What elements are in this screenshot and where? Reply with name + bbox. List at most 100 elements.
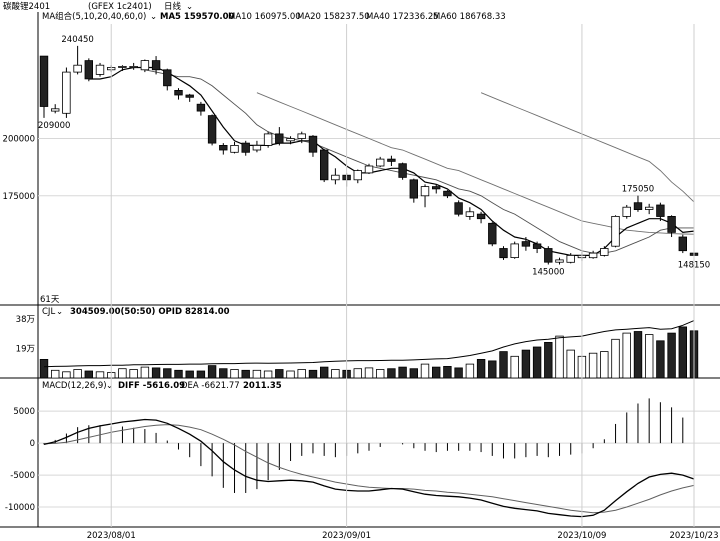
- x-tick-label: 2023/09/01: [322, 531, 371, 541]
- volume-bar: [678, 326, 687, 379]
- volume-bar: [308, 369, 318, 379]
- candle-body: [174, 90, 183, 96]
- price-y-axis-labels: 175000 200000: [3, 135, 35, 202]
- chevron-down-icon[interactable]: ⌄: [106, 381, 113, 391]
- candle-body: [263, 133, 273, 146]
- ma10-value: MA10 160975.00: [228, 12, 301, 22]
- candle-body: [185, 94, 194, 98]
- volume-y-tick-label: 19万: [16, 345, 35, 355]
- volume-bar: [207, 365, 217, 379]
- candle-body: [667, 215, 676, 233]
- candle-body: [488, 222, 497, 245]
- candle-body: [331, 174, 340, 181]
- ma-legend: MA组合(5,10,20,40,60,0) ⌄ MA5 159570.00 MA…: [42, 11, 506, 22]
- candle-body: [140, 60, 150, 71]
- volume-bar: [622, 332, 631, 379]
- volume-bar: [151, 367, 161, 379]
- ma60-value: MA60 186768.33: [433, 12, 506, 22]
- candle-body: [39, 55, 49, 107]
- volume-bar: [499, 351, 508, 379]
- volume-bar: [544, 341, 553, 379]
- macd-dea-value: DEA -6621.77: [181, 381, 240, 391]
- candle-body: [443, 190, 452, 197]
- candle-body: [510, 243, 519, 258]
- x-tick-label: 2023/10/23: [670, 531, 719, 541]
- volume-bar: [319, 366, 329, 379]
- volume-bar: [196, 370, 206, 379]
- volume-bar: [252, 369, 262, 379]
- macd-diff-value: DIFF -5616.09: [118, 381, 185, 391]
- price-annotation-label: 240450: [61, 35, 93, 45]
- volume-bar: [454, 367, 463, 379]
- volume-legend: CJL ⌄ 304509.00(50:50) OPID 82814.00: [42, 307, 230, 317]
- ma20-value: MA20 158237.50: [297, 12, 370, 22]
- chevron-down-icon[interactable]: ⌄: [150, 12, 157, 22]
- candle-body: [207, 115, 217, 144]
- macd-y-tick-label: 5000: [13, 407, 35, 417]
- volume-y-axis-labels: 38万 19万: [16, 315, 35, 354]
- candle-body: [476, 213, 486, 220]
- macd-y-tick-label: -10000: [5, 503, 35, 513]
- price-annotation-label: 145000: [532, 268, 564, 278]
- candle-body: [129, 66, 138, 68]
- macd-hist-value: 2011.35: [243, 381, 282, 391]
- price-candles: [39, 45, 699, 265]
- candle-body: [297, 133, 306, 139]
- volume-bar: [118, 368, 127, 379]
- volume-bar: [521, 349, 531, 379]
- candle-body: [95, 64, 105, 75]
- macd-name: MACD(12,26,9): [42, 381, 107, 391]
- days-count-label: 61天: [40, 295, 60, 305]
- volume-bar: [84, 370, 93, 379]
- volume-bar: [420, 363, 430, 379]
- chevron-down-icon[interactable]: ⌄: [186, 2, 193, 12]
- candle-body: [566, 254, 575, 263]
- volume-bars: [39, 326, 699, 379]
- candle-body: [230, 144, 239, 153]
- candle-body: [275, 133, 284, 144]
- volume-bar: [443, 365, 452, 379]
- volume-bar: [364, 367, 374, 379]
- candle-body: [286, 138, 295, 142]
- candle-body: [499, 248, 508, 259]
- period-label[interactable]: 日线: [164, 1, 182, 12]
- candle-body: [163, 69, 172, 87]
- volume-bar: [263, 370, 273, 379]
- candle-body: [73, 64, 82, 73]
- open-interest-path: [43, 320, 695, 368]
- macd-gridlines: [38, 410, 720, 508]
- volume-bar: [51, 369, 60, 379]
- ma-group-label[interactable]: MA组合(5,10,20,40,60,0): [42, 11, 146, 22]
- symbol-code: (GFEX 1c2401): [88, 2, 152, 12]
- ma5-value: MA5 159570.00: [160, 12, 235, 22]
- ma20-line: [256, 92, 695, 235]
- chart-header: 碳酸锂2401 (GFEX 1c2401) 日线 ⌄: [3, 1, 193, 12]
- volume-bar: [286, 370, 295, 379]
- volume-bar: [656, 340, 665, 379]
- volume-bar: [532, 346, 542, 379]
- candle-body: [241, 142, 250, 153]
- volume-bar: [510, 355, 519, 379]
- price-gridlines: [38, 138, 720, 197]
- ma40-line: [480, 92, 695, 203]
- volume-bar: [465, 363, 475, 379]
- volume-bar: [275, 369, 284, 379]
- ma40-value: MA40 172336.25: [366, 12, 439, 22]
- volume-bar: [230, 369, 239, 379]
- volume-bar: [387, 368, 396, 379]
- price-annotation-label: 209000: [38, 121, 70, 131]
- volume-bar: [398, 366, 407, 379]
- chevron-down-icon[interactable]: ⌄: [56, 307, 63, 317]
- candle-body: [633, 202, 643, 210]
- candle-body: [431, 186, 441, 190]
- volume-bar: [219, 368, 228, 379]
- macd-histogram: [43, 398, 695, 493]
- candle-body: [622, 206, 631, 217]
- volume-bar: [331, 369, 340, 379]
- candle-body: [588, 252, 598, 259]
- candle-body: [600, 248, 609, 256]
- macd-y-axis-labels: 5000 0 -5000 -10000: [5, 407, 35, 513]
- candle-body: [532, 243, 542, 249]
- candle-body: [353, 170, 362, 181]
